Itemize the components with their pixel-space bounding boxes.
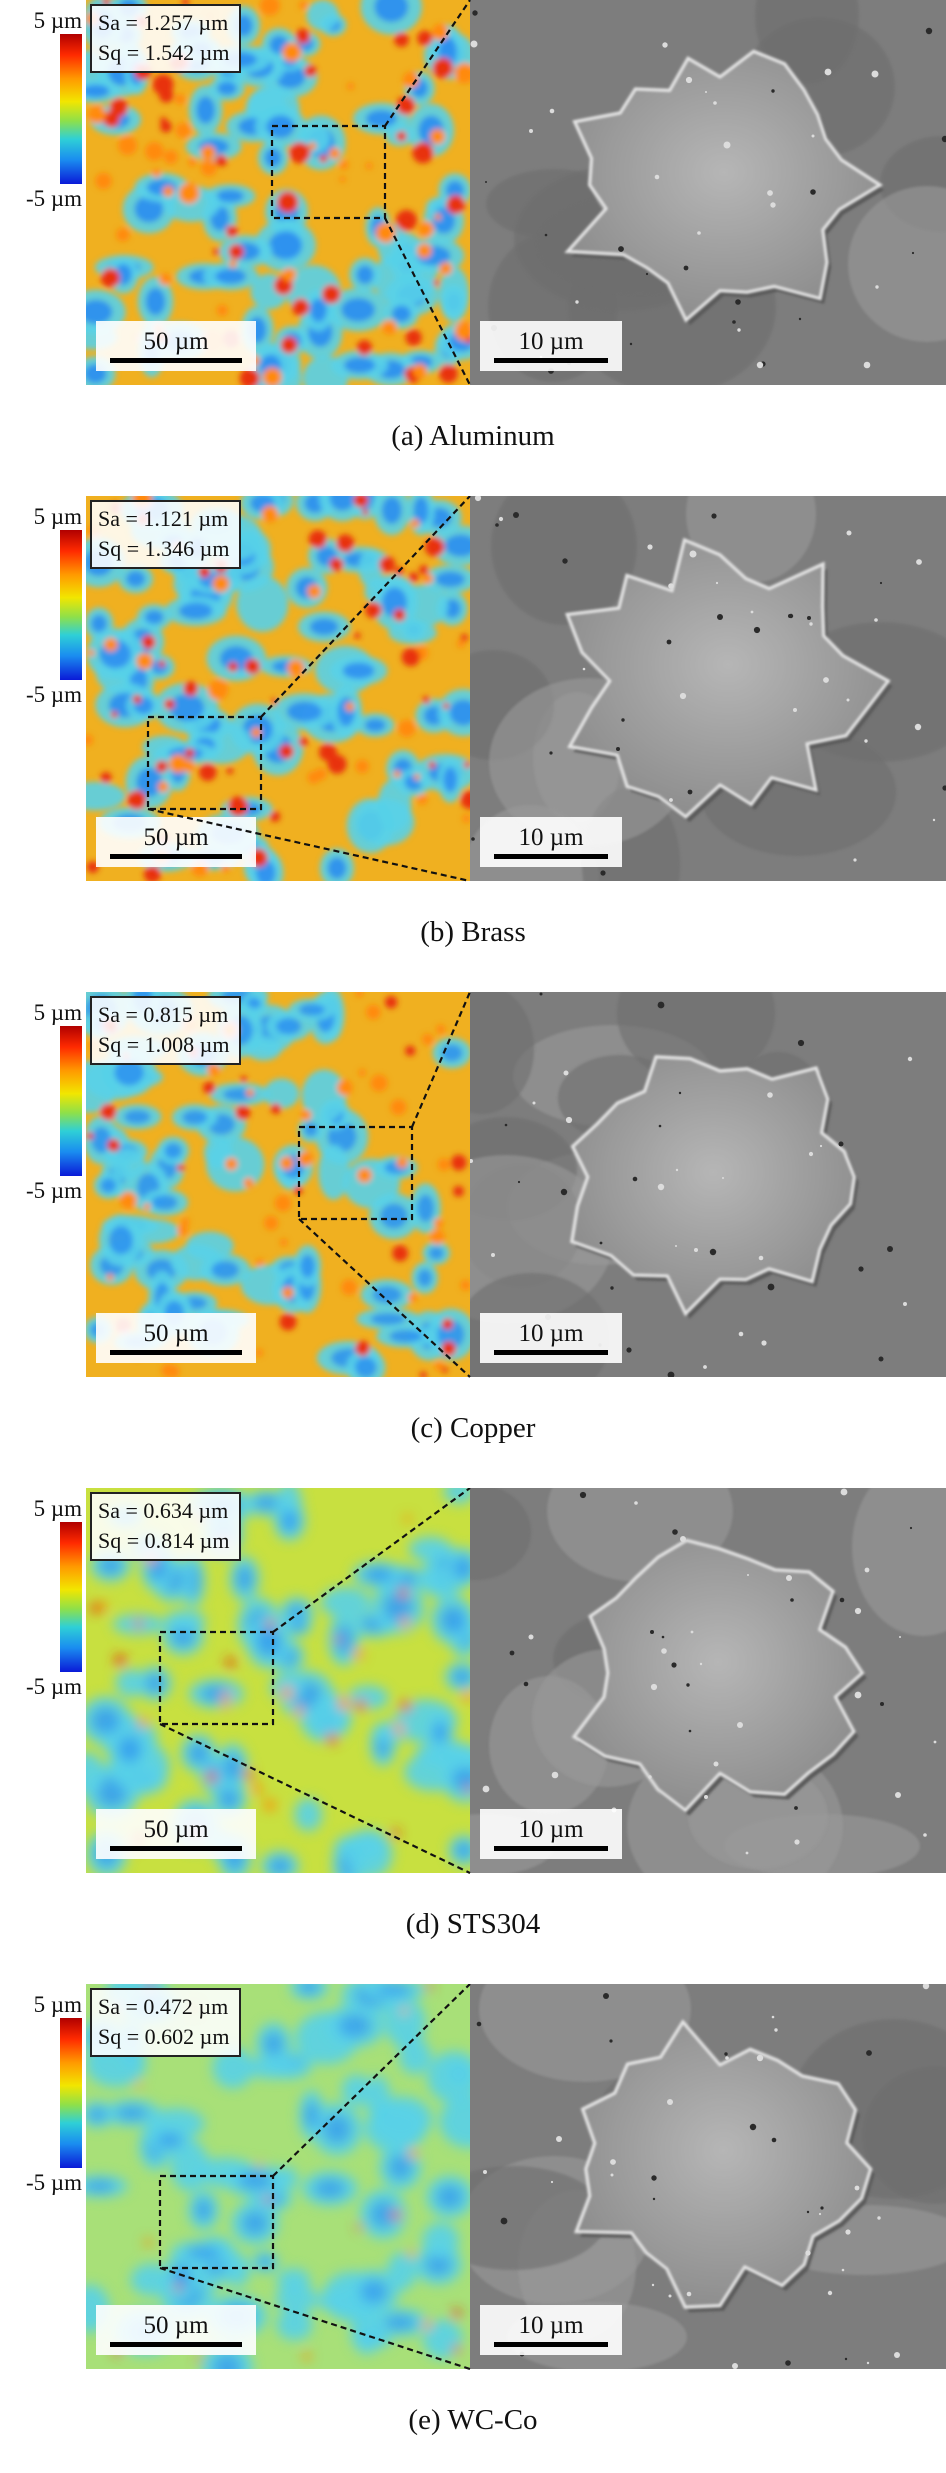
colorbar-max-label: 5 µm — [33, 1992, 82, 2017]
colorbar-min-label: -5 µm — [25, 682, 82, 707]
sem-scale-label: 10 µm — [518, 824, 584, 851]
sa-value: Sa = 0.634 µm — [98, 1498, 229, 1523]
height-map-scale-label: 50 µm — [143, 1816, 209, 1843]
height-map-scalebar: 50 µm — [96, 1313, 256, 1363]
height-map-image: Sa = 1.257 µm Sq = 1.542 µm 50 µm — [86, 0, 470, 385]
height-colorbar — [60, 530, 82, 680]
sem-scale-label: 10 µm — [518, 328, 584, 355]
height-map-scalebar: 50 µm — [96, 2305, 256, 2355]
colorbar-max-label: 5 µm — [33, 8, 82, 33]
scalebar-line — [110, 358, 242, 363]
height-map-image: Sa = 0.815 µm Sq = 1.008 µm 50 µm — [86, 992, 470, 1377]
colorbar-max-label: 5 µm — [33, 1496, 82, 1521]
roughness-stats: Sa = 1.257 µm Sq = 1.542 µm — [90, 4, 242, 73]
panel-caption: (c) Copper — [410, 1412, 536, 1444]
height-colorbar — [60, 1026, 82, 1176]
scalebar-line — [494, 1350, 608, 1355]
roughness-stats: Sa = 0.815 µm Sq = 1.008 µm — [90, 996, 242, 1065]
sa-value: Sa = 0.815 µm — [98, 1002, 229, 1027]
scalebar-line — [494, 358, 608, 363]
colorbar-min-label: -5 µm — [25, 186, 82, 211]
height-map-image: Sa = 0.472 µm Sq = 0.602 µm 50 µm — [86, 1984, 470, 2369]
height-map-image: Sa = 0.634 µm Sq = 0.814 µm 50 µm — [86, 1488, 470, 1873]
scalebar-line — [110, 1350, 242, 1355]
colorbar-max-label: 5 µm — [33, 1000, 82, 1025]
height-colorbar — [60, 34, 82, 184]
height-map-image: Sa = 1.121 µm Sq = 1.346 µm 50 µm — [86, 496, 470, 881]
figure-panel: 5 µm -5 µm Sa = 0.634 µm Sq = 0.814 µm 5… — [0, 1488, 946, 1977]
colorbar-max-label: 5 µm — [33, 504, 82, 529]
sq-value: Sq = 1.346 µm — [98, 536, 230, 561]
sq-value: Sq = 0.602 µm — [98, 2024, 230, 2049]
roughness-stats: Sa = 0.634 µm Sq = 0.814 µm — [90, 1492, 242, 1561]
panel-caption: (d) STS304 — [405, 1908, 541, 1940]
height-map-scalebar: 50 µm — [96, 321, 256, 371]
height-map-scale-label: 50 µm — [143, 824, 209, 851]
height-map-scalebar: 50 µm — [96, 1809, 256, 1859]
height-map-scalebar: 50 µm — [96, 817, 256, 867]
scalebar-line — [110, 1846, 242, 1851]
sem-image: 10 µm — [470, 1488, 946, 1873]
height-map-scale-label: 50 µm — [143, 1320, 209, 1347]
panel-caption: (a) Aluminum — [391, 420, 555, 452]
sa-value: Sa = 1.121 µm — [98, 506, 229, 531]
colorbar-min-label: -5 µm — [25, 1674, 82, 1699]
figure-panel: 5 µm -5 µm Sa = 1.121 µm Sq = 1.346 µm 5… — [0, 496, 946, 985]
sem-scalebar: 10 µm — [480, 321, 622, 371]
sem-image: 10 µm — [470, 0, 946, 385]
sem-scalebar: 10 µm — [480, 1313, 622, 1363]
height-colorbar — [60, 2018, 82, 2168]
height-colorbar — [60, 1522, 82, 1672]
sa-value: Sa = 1.257 µm — [98, 10, 229, 35]
panel-caption: (e) WC-Co — [408, 2404, 538, 2436]
sq-value: Sq = 1.008 µm — [98, 1032, 230, 1057]
figure-panel: 5 µm -5 µm Sa = 1.257 µm Sq = 1.542 µm 5… — [0, 0, 946, 489]
figure-panel: 5 µm -5 µm Sa = 0.472 µm Sq = 0.602 µm 5… — [0, 1984, 946, 2473]
sem-image: 10 µm — [470, 496, 946, 881]
height-map-scale-label: 50 µm — [143, 328, 209, 355]
sem-image: 10 µm — [470, 992, 946, 1377]
scalebar-line — [110, 854, 242, 859]
scalebar-line — [110, 2342, 242, 2347]
sem-scale-label: 10 µm — [518, 2312, 584, 2339]
sem-scalebar: 10 µm — [480, 817, 622, 867]
colorbar-min-label: -5 µm — [25, 1178, 82, 1203]
sem-scalebar: 10 µm — [480, 2305, 622, 2355]
scalebar-line — [494, 854, 608, 859]
sem-scale-label: 10 µm — [518, 1816, 584, 1843]
colorbar-min-label: -5 µm — [25, 2170, 82, 2195]
sem-image: 10 µm — [470, 1984, 946, 2369]
sem-scale-label: 10 µm — [518, 1320, 584, 1347]
sem-scalebar: 10 µm — [480, 1809, 622, 1859]
roughness-stats: Sa = 0.472 µm Sq = 0.602 µm — [90, 1988, 242, 2057]
panel-caption: (b) Brass — [420, 916, 526, 948]
sa-value: Sa = 0.472 µm — [98, 1994, 229, 2019]
sq-value: Sq = 1.542 µm — [98, 40, 230, 65]
sq-value: Sq = 0.814 µm — [98, 1528, 230, 1553]
scalebar-line — [494, 1846, 608, 1851]
roughness-stats: Sa = 1.121 µm Sq = 1.346 µm — [90, 500, 242, 569]
scalebar-line — [494, 2342, 608, 2347]
figure-panel: 5 µm -5 µm Sa = 0.815 µm Sq = 1.008 µm 5… — [0, 992, 946, 1481]
height-map-scale-label: 50 µm — [143, 2312, 209, 2339]
